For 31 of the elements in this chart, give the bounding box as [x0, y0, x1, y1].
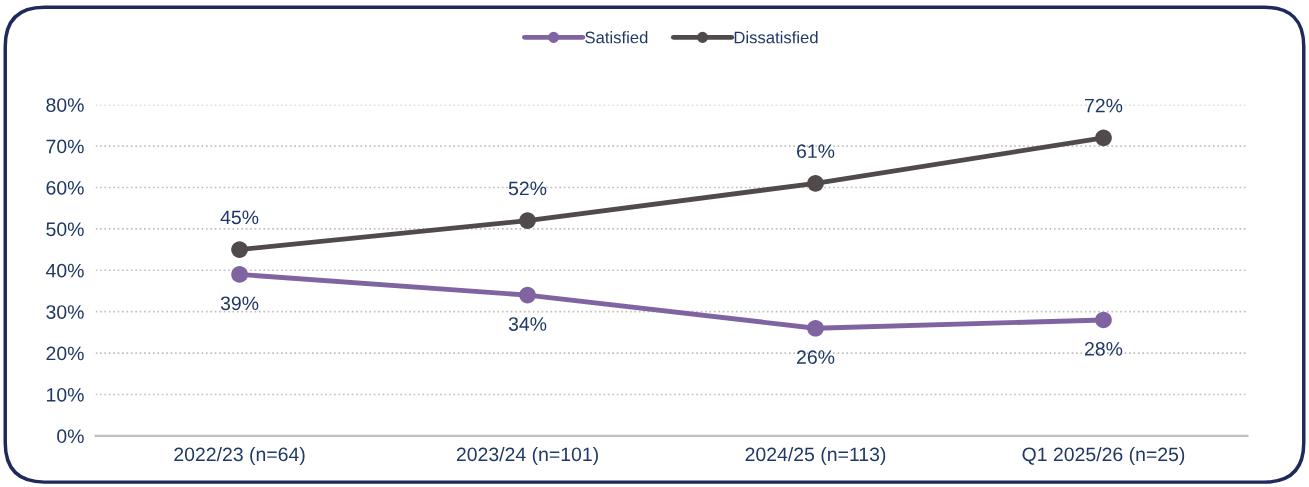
y-tick-label: 40% — [45, 263, 84, 278]
y-tick-label: 80% — [46, 98, 84, 112]
legend-label: Satisfied — [585, 31, 648, 44]
data-label: 61% — [797, 144, 835, 159]
x-tick-label: Q1 2025/26 (n=25) — [1022, 446, 1185, 466]
data-label: 52% — [508, 181, 547, 196]
x-tick-label: 2024/25 (n=113) — [745, 446, 886, 466]
data-label: 34% — [508, 317, 547, 331]
x-tick-label: 2022/23 (n=64) — [174, 446, 305, 466]
x-tick-label: 2023/24 (n=101) — [456, 446, 598, 466]
point — [807, 319, 824, 337]
data-label: 39% — [220, 296, 259, 311]
point — [519, 212, 536, 229]
point — [807, 175, 824, 192]
y-tick-label: 30% — [46, 305, 84, 319]
y-tick-label: 50% — [46, 222, 84, 237]
point — [1095, 311, 1112, 329]
point — [1095, 129, 1112, 147]
y-tick-label: 10% — [47, 387, 84, 402]
point — [519, 286, 536, 304]
y-tick-label: 20% — [46, 346, 84, 361]
y-tick-label: 70% — [46, 139, 84, 154]
y-tick-label: 60% — [46, 180, 84, 195]
data-label: 28% — [1085, 341, 1123, 356]
data-label: 72% — [1085, 98, 1123, 113]
legend-label: Dissatisfied — [734, 31, 818, 44]
data-label: 26% — [797, 350, 835, 365]
point — [231, 266, 248, 283]
y-tick-label: 0% — [57, 429, 84, 444]
data-label: 45% — [220, 210, 259, 225]
point — [231, 241, 248, 258]
